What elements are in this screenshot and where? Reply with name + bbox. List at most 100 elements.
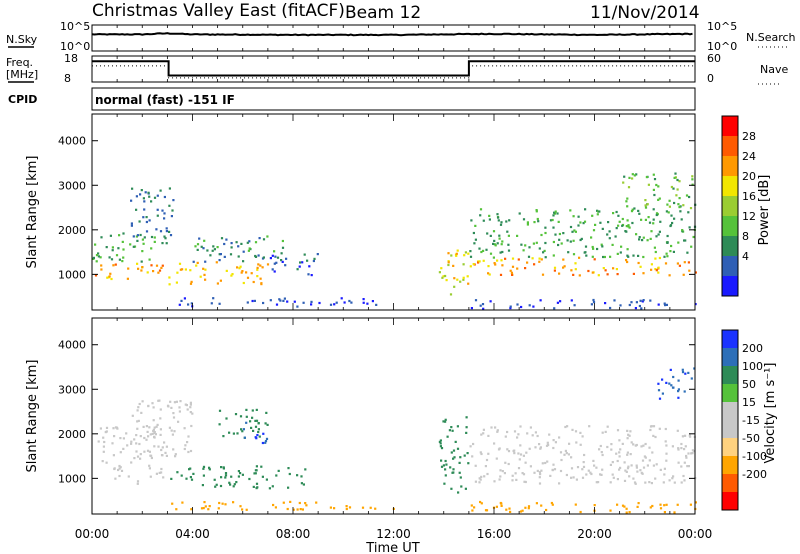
data-cell (145, 220, 148, 224)
data-cell (590, 236, 593, 239)
data-cell (176, 271, 179, 274)
data-cell (179, 400, 182, 403)
data-cell (648, 481, 651, 484)
data-cell (170, 477, 173, 480)
data-cell (678, 206, 681, 209)
data-cell (279, 299, 282, 302)
data-cell (296, 305, 299, 308)
data-cell (178, 262, 182, 265)
data-cell (172, 412, 175, 415)
data-cell (579, 510, 582, 514)
data-cell (657, 266, 660, 269)
data-cell (444, 420, 447, 423)
data-cell (212, 297, 215, 300)
data-cell (143, 236, 146, 239)
data-cell (678, 180, 681, 183)
data-cell (553, 266, 557, 269)
data-cell (479, 208, 483, 211)
data-cell (163, 235, 166, 238)
data-cell (681, 230, 684, 233)
data-cell (156, 208, 159, 211)
data-cell (601, 431, 604, 434)
data-cell (238, 267, 241, 270)
data-cell (179, 268, 182, 271)
data-cell (496, 259, 499, 262)
data-cell (192, 472, 195, 475)
data-cell (181, 501, 184, 504)
data-cell (652, 425, 656, 428)
data-cell (343, 301, 346, 304)
data-cell (686, 251, 689, 254)
velocity-colorbar-tick: -15 (742, 414, 760, 427)
data-cell (189, 403, 192, 406)
data-cell (109, 272, 112, 275)
data-cell (687, 465, 690, 468)
data-cell (161, 242, 164, 245)
data-cell (458, 471, 461, 474)
data-cell (691, 452, 694, 455)
data-cell (663, 302, 666, 305)
data-cell (310, 303, 313, 306)
data-cell (500, 259, 503, 262)
data-cell (371, 300, 374, 303)
data-cell (444, 459, 447, 463)
power-colorbar-swatch (722, 216, 738, 237)
data-cell (559, 451, 563, 454)
data-cell (627, 433, 630, 436)
data-cell (662, 481, 665, 484)
data-cell (122, 447, 125, 450)
data-cell (255, 408, 258, 411)
data-cell (535, 209, 538, 212)
data-cell (522, 249, 525, 252)
data-cell (169, 400, 172, 403)
data-cell (625, 200, 628, 203)
data-cell (465, 426, 468, 429)
data-cell (528, 447, 531, 450)
data-cell (590, 303, 593, 306)
data-cell (450, 254, 453, 257)
data-cell (482, 432, 485, 435)
data-cell (567, 453, 570, 456)
data-cell (556, 212, 559, 215)
data-cell (539, 447, 542, 450)
data-cell (649, 425, 653, 428)
data-cell (683, 448, 686, 451)
data-cell (147, 404, 150, 407)
data-cell (275, 474, 278, 477)
data-cell (467, 252, 470, 255)
data-cell (634, 482, 637, 485)
data-cell (471, 455, 474, 458)
data-cell (119, 451, 122, 454)
data-cell (647, 183, 650, 186)
velocity-colorbar-swatch (722, 384, 738, 403)
data-cell (505, 220, 508, 223)
data-cell (513, 430, 517, 433)
data-cell (483, 475, 486, 478)
data-cell (674, 172, 677, 175)
data-cell (165, 454, 168, 457)
data-cell (669, 368, 672, 371)
data-cell (642, 255, 645, 259)
data-cell (255, 482, 259, 485)
data-cell (516, 234, 519, 237)
data-cell (668, 274, 671, 277)
data-cell (200, 245, 203, 248)
nsearch-tick-top: 10^5 (707, 20, 737, 33)
data-cell (626, 205, 629, 208)
power-panel-frame (91, 113, 696, 311)
data-cell (649, 506, 652, 509)
data-cell (255, 487, 258, 490)
data-cell (611, 473, 614, 476)
data-cell (596, 247, 599, 251)
data-cell (480, 452, 483, 456)
data-cell (627, 465, 630, 468)
data-cell (467, 462, 470, 465)
nsearch-label: N.Search (746, 31, 796, 44)
data-cell (507, 243, 510, 246)
data-cell (627, 186, 631, 189)
data-cell (163, 217, 166, 220)
data-cell (668, 199, 671, 202)
data-cell (187, 435, 190, 438)
data-cell (681, 368, 684, 371)
data-cell (189, 406, 192, 409)
